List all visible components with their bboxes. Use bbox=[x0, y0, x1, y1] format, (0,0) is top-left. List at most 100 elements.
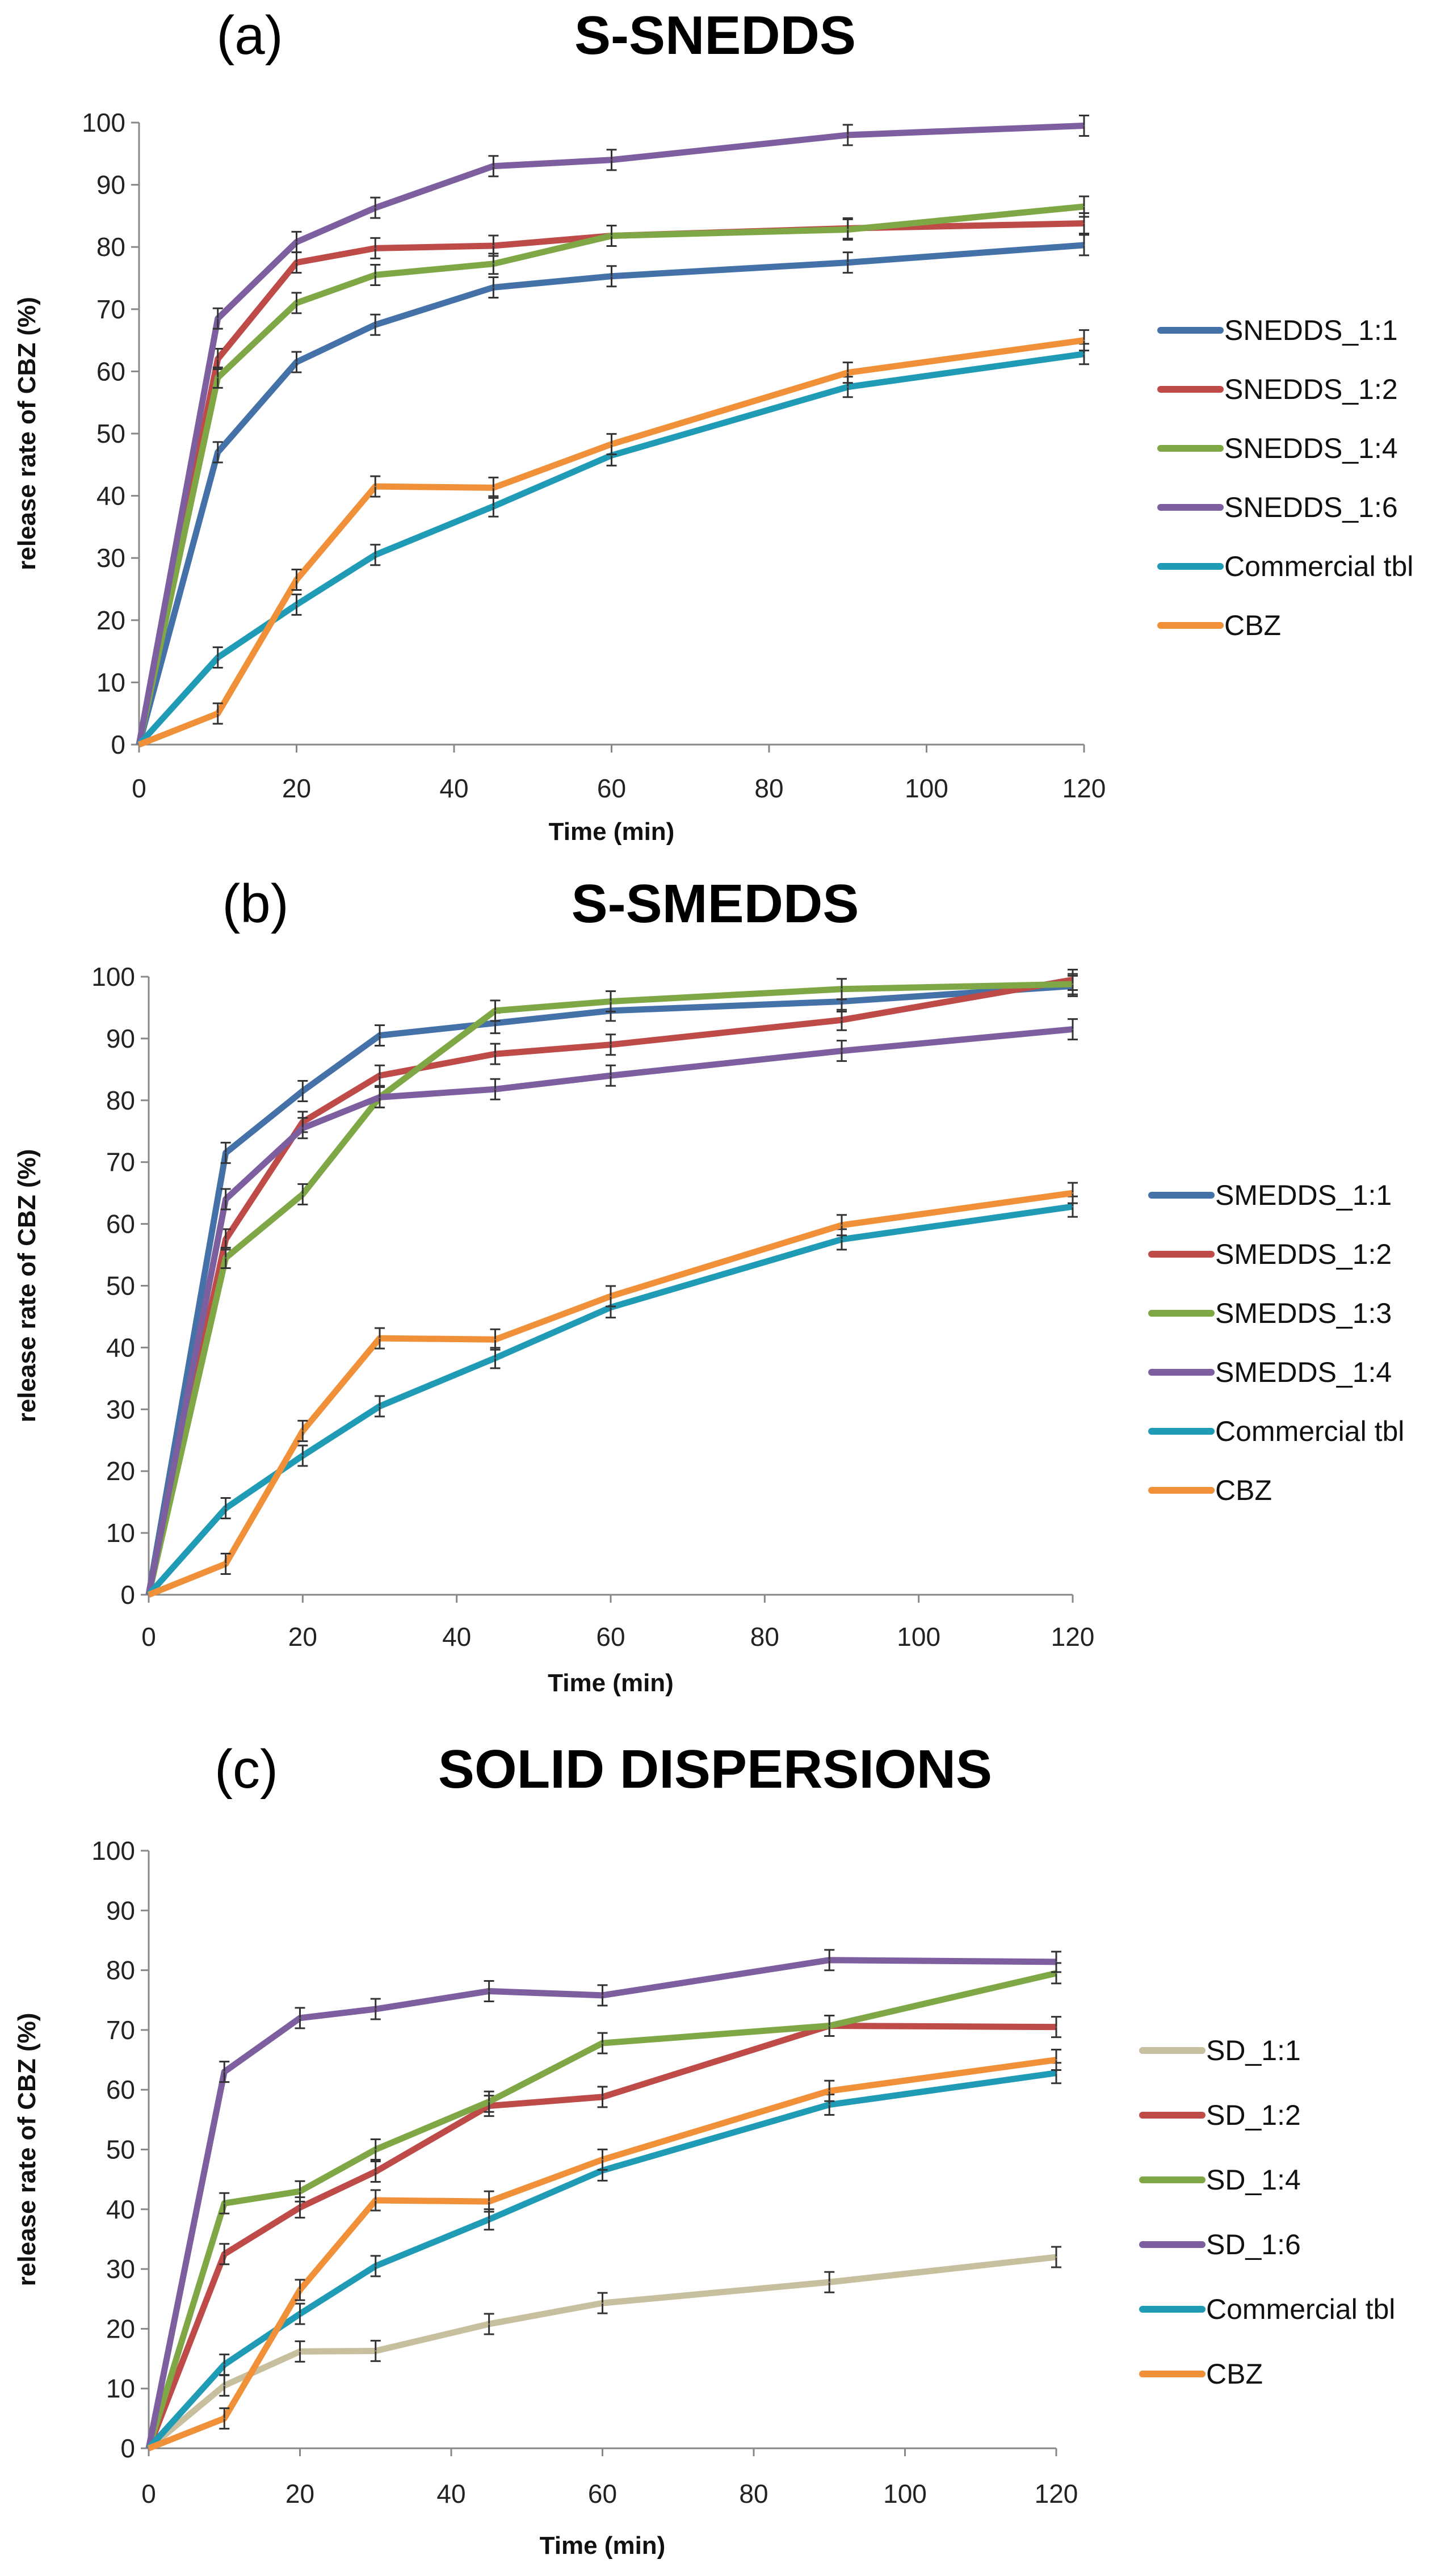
y-tick-label: 100 bbox=[91, 1836, 135, 1865]
chart-panel-b: (b) S-SMEDDS 0 10 20 30 40 50 60 70 80 90 100 0 20 40 60… bbox=[13, 873, 1404, 1697]
data-point bbox=[488, 2218, 490, 2220]
data-point bbox=[611, 275, 612, 277]
data-point bbox=[1072, 1028, 1073, 1030]
data-point bbox=[494, 1339, 496, 1340]
y-tick-label: 90 bbox=[106, 1024, 135, 1053]
data-point bbox=[299, 2191, 301, 2192]
data-point bbox=[375, 554, 376, 556]
x-tick-label: 40 bbox=[439, 774, 468, 803]
data-point bbox=[611, 443, 612, 445]
series-line bbox=[136, 351, 1085, 747]
data-point bbox=[610, 1001, 611, 1002]
data-point bbox=[302, 1430, 304, 1432]
series-Commercial tbl bbox=[146, 2062, 1061, 2451]
y-tick-label: 40 bbox=[106, 2195, 135, 2224]
data-point bbox=[299, 2289, 301, 2291]
y-tick-label: 80 bbox=[106, 1956, 135, 1985]
series-line bbox=[137, 337, 1085, 748]
data-point bbox=[379, 1096, 380, 1098]
y-tick-label: 30 bbox=[96, 543, 125, 573]
legend-label: SNEDDS_1:2 bbox=[1224, 373, 1398, 405]
x-tick-label: 100 bbox=[905, 774, 948, 803]
series-line bbox=[145, 977, 1073, 1596]
data-point bbox=[602, 2159, 603, 2161]
y-tick-label: 80 bbox=[106, 1086, 135, 1115]
data-point bbox=[299, 2351, 301, 2352]
legend-label: SNEDDS_1:6 bbox=[1224, 491, 1398, 523]
data-point bbox=[610, 1296, 611, 1297]
data-point bbox=[1056, 1961, 1057, 1963]
data-point bbox=[1056, 2256, 1057, 2258]
y-tick-label: 40 bbox=[106, 1333, 135, 1362]
data-point bbox=[847, 229, 849, 230]
data-point bbox=[379, 1075, 380, 1077]
data-point bbox=[302, 1127, 304, 1129]
y-tick-label: 10 bbox=[106, 2374, 135, 2403]
data-point bbox=[302, 1194, 304, 1195]
series-CBZ bbox=[147, 2049, 1061, 2452]
x-tick-label: 0 bbox=[141, 1622, 156, 1652]
legend-label: CBZ bbox=[1206, 2358, 1263, 2390]
x-tick-label: 120 bbox=[1062, 774, 1106, 803]
chart-title: S-SNEDDS bbox=[574, 5, 856, 66]
legend-label: SNEDDS_1:1 bbox=[1224, 314, 1398, 346]
data-point bbox=[841, 1238, 842, 1240]
series-SNEDDS_1:2 bbox=[136, 212, 1089, 746]
data-point bbox=[379, 1405, 380, 1407]
data-point bbox=[494, 1022, 496, 1024]
data-point bbox=[375, 207, 376, 209]
data-point bbox=[610, 1044, 611, 1045]
data-point bbox=[488, 2201, 490, 2203]
legend-label: CBZ bbox=[1215, 1474, 1272, 1506]
data-point bbox=[494, 1010, 496, 1011]
data-point bbox=[296, 579, 297, 581]
y-tick-label: 0 bbox=[111, 730, 125, 759]
y-tick-label: 60 bbox=[96, 356, 125, 386]
data-point bbox=[493, 287, 494, 288]
data-point bbox=[1083, 339, 1085, 341]
x-axis-label: Time (min) bbox=[549, 818, 675, 846]
data-point bbox=[225, 1507, 226, 1509]
data-point bbox=[299, 2207, 301, 2208]
x-axis-label: Time (min) bbox=[540, 2532, 666, 2560]
y-tick-label: 20 bbox=[106, 1456, 135, 1486]
series-line bbox=[145, 1970, 1057, 2449]
data-point bbox=[829, 2025, 830, 2027]
data-point bbox=[379, 1035, 380, 1036]
panel-label: (b) bbox=[222, 873, 288, 934]
x-tick-label: 60 bbox=[596, 1622, 625, 1652]
data-point bbox=[493, 487, 494, 489]
data-point bbox=[375, 486, 376, 488]
data-point bbox=[302, 1455, 304, 1456]
x-tick-label: 20 bbox=[285, 2479, 314, 2508]
data-point bbox=[217, 451, 219, 453]
data-point bbox=[847, 134, 849, 136]
data-point bbox=[602, 2096, 603, 2098]
data-point bbox=[1056, 2059, 1057, 2061]
data-point bbox=[225, 1257, 226, 1259]
series-line bbox=[136, 220, 1085, 746]
series-line bbox=[145, 1957, 1057, 2449]
y-tick-label: 10 bbox=[96, 667, 125, 697]
y-tick-label: 50 bbox=[106, 2135, 135, 2165]
legend-label: SMEDDS_1:4 bbox=[1215, 1356, 1392, 1388]
data-point bbox=[488, 2101, 490, 2103]
y-tick-label: 0 bbox=[120, 2434, 135, 2463]
x-axis-label: Time (min) bbox=[548, 1669, 674, 1697]
y-tick-label: 100 bbox=[91, 962, 135, 991]
series-line bbox=[147, 1190, 1073, 1598]
series-CBZ bbox=[147, 1182, 1078, 1598]
x-tick-label: 60 bbox=[597, 774, 626, 803]
data-point bbox=[611, 235, 612, 237]
y-tick-label: 30 bbox=[106, 1394, 135, 1424]
x-tick-label: 120 bbox=[1051, 1622, 1095, 1652]
legend-label: Commercial tbl bbox=[1215, 1415, 1404, 1447]
chart-title: SOLID DISPERSIONS bbox=[438, 1739, 992, 1800]
x-tick-label: 100 bbox=[897, 1622, 940, 1652]
legend-label: SD_1:2 bbox=[1206, 2099, 1301, 2131]
legend-label: SD_1:1 bbox=[1206, 2035, 1301, 2066]
data-point bbox=[1083, 125, 1085, 127]
data-point bbox=[225, 1563, 226, 1565]
data-point bbox=[302, 1090, 304, 1092]
x-tick-label: 60 bbox=[588, 2479, 617, 2508]
